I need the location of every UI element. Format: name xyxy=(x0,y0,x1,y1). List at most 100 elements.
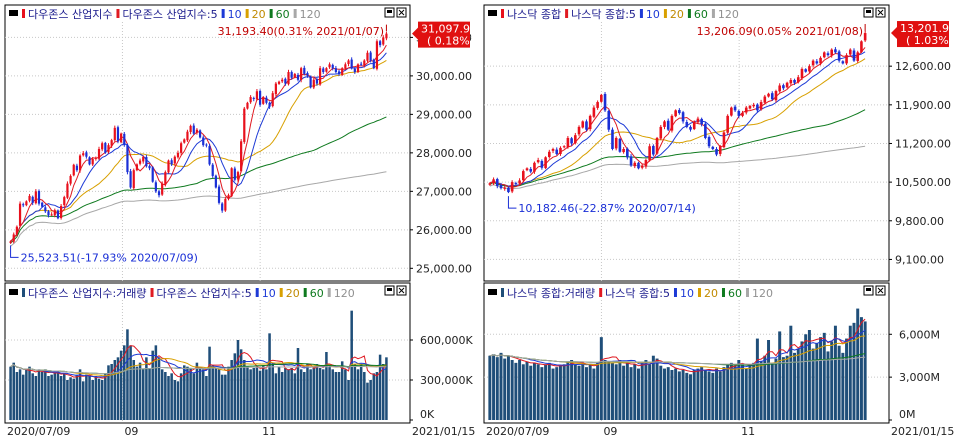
volume-bar xyxy=(331,369,334,420)
volume-bar xyxy=(819,337,822,420)
volume-bar xyxy=(604,360,607,420)
volume-bar xyxy=(246,367,249,420)
volume-bar xyxy=(544,364,547,420)
maximize-button[interactable] xyxy=(864,286,873,295)
maximize-button[interactable] xyxy=(385,8,394,17)
price-tick-label: 9,800.00 xyxy=(895,215,944,228)
volume-bar xyxy=(313,367,316,420)
volume-bar xyxy=(357,369,360,420)
volume-bar xyxy=(265,369,268,420)
candle xyxy=(619,138,622,153)
volume-bar xyxy=(167,376,170,420)
chart-nasdaq: 12,600.0011,900.0011,200.0010,500.009,80… xyxy=(484,5,955,437)
volume-bar xyxy=(338,372,341,420)
legend-item: 60 xyxy=(276,8,290,21)
candle xyxy=(600,94,603,103)
volume-bar xyxy=(596,363,599,420)
volume-bar xyxy=(161,369,164,420)
price-tick-label: 12,600.00 xyxy=(895,60,951,73)
candle xyxy=(693,120,696,130)
candle xyxy=(674,109,677,117)
price-tick-label: 28,000.00 xyxy=(416,147,472,160)
candle xyxy=(224,197,226,212)
volume-bar xyxy=(98,379,101,420)
volume-bar xyxy=(656,359,659,420)
maximize-button[interactable] xyxy=(864,8,873,17)
volume-bar xyxy=(522,364,525,420)
volume-bar xyxy=(611,363,614,420)
legend-marker-icon xyxy=(9,10,18,16)
volume-bar xyxy=(85,375,88,420)
high-marker-label: 13,206.09(0.05% 2021/01/08) xyxy=(697,25,863,38)
price-panel xyxy=(5,5,410,281)
x-axis-end-date: 2021/01/15 xyxy=(891,425,954,437)
legend-swatch-icon xyxy=(22,288,25,297)
volume-bar xyxy=(748,364,751,420)
candle xyxy=(581,120,584,128)
volume-bar xyxy=(559,366,562,420)
legend-swatch-icon xyxy=(674,288,677,297)
volume-bar xyxy=(689,374,692,420)
volume-bar xyxy=(174,380,177,420)
legend-item: 60 xyxy=(728,287,742,300)
volume-tick-label: 3,000M xyxy=(899,371,940,384)
candle xyxy=(511,180,514,193)
candle xyxy=(79,154,81,172)
candle xyxy=(60,204,62,220)
legend-item: 다우존스 산업지수:5 xyxy=(157,287,252,300)
current-price-change: ( 0.18%) xyxy=(427,35,474,48)
candle xyxy=(88,156,90,165)
candle xyxy=(671,114,674,132)
volume-bar xyxy=(592,369,595,420)
legend-swatch-icon xyxy=(501,9,504,18)
close-button[interactable] xyxy=(397,286,406,295)
volume-bar xyxy=(275,373,278,420)
price-tick-label: 30,000.00 xyxy=(416,70,472,83)
close-button[interactable] xyxy=(876,286,885,295)
candle xyxy=(726,114,729,134)
close-button[interactable] xyxy=(876,8,885,17)
volume-bar xyxy=(306,364,309,420)
legend-marker-icon xyxy=(488,10,497,16)
volume-bar xyxy=(287,369,290,420)
volume-bar xyxy=(511,360,514,420)
maximize-button[interactable] xyxy=(385,286,394,295)
candle xyxy=(373,59,375,70)
volume-bar xyxy=(47,376,50,420)
volume-bar xyxy=(834,326,837,420)
candle xyxy=(611,127,614,150)
candle xyxy=(723,130,726,148)
candle xyxy=(656,137,659,155)
legend-swatch-icon xyxy=(688,9,691,18)
candle xyxy=(208,144,210,166)
volume-bar xyxy=(741,364,744,420)
volume-bar xyxy=(259,371,262,420)
volume-bar xyxy=(633,364,636,420)
x-axis-label: 11 xyxy=(262,425,276,437)
volume-bar xyxy=(786,356,789,420)
candle xyxy=(823,51,826,58)
volume-bar xyxy=(66,380,69,420)
volume-bar xyxy=(82,381,85,420)
legend-swatch-icon xyxy=(256,288,259,297)
volume-bar xyxy=(202,369,205,420)
volume-bar xyxy=(25,369,28,420)
volume-bar xyxy=(325,352,328,420)
price-tick-label: 11,200.00 xyxy=(895,137,951,150)
volume-bar xyxy=(50,375,53,420)
legend-swatch-icon xyxy=(280,288,283,297)
legend-item: 120 xyxy=(718,8,739,21)
close-button[interactable] xyxy=(397,8,406,17)
candle xyxy=(240,139,242,172)
candle xyxy=(117,126,119,144)
candle xyxy=(275,82,277,96)
volume-bar xyxy=(271,363,274,420)
volume-bar xyxy=(290,368,293,420)
candle xyxy=(319,66,321,86)
volume-bar xyxy=(648,364,651,420)
candle xyxy=(544,156,547,169)
legend-item: 20 xyxy=(286,287,300,300)
volume-bar xyxy=(44,369,47,420)
volume-bar xyxy=(771,363,774,420)
candle xyxy=(589,115,592,132)
